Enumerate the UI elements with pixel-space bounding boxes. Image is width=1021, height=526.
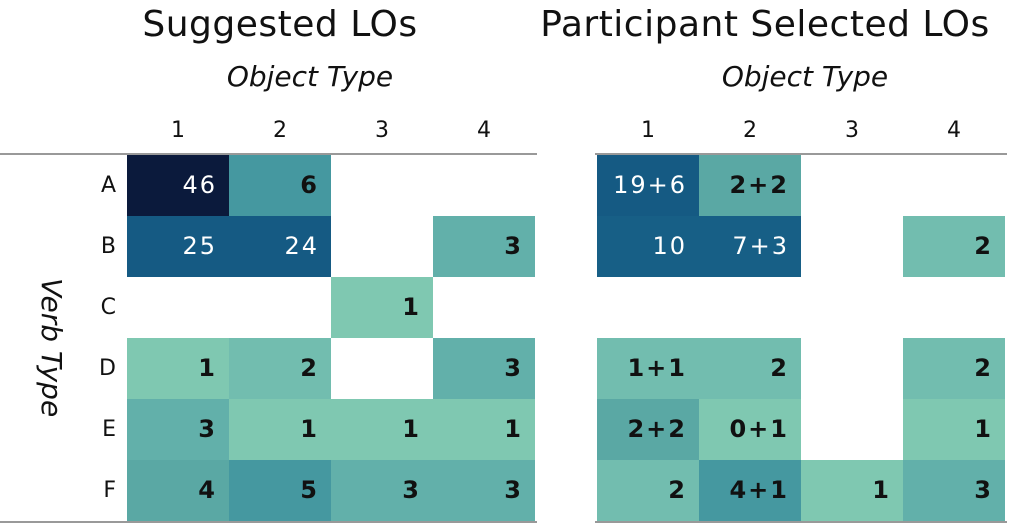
heatmap-cell: 2	[903, 338, 1005, 399]
heatmap-cell: 1	[903, 399, 1005, 460]
column-label: 2	[743, 118, 757, 143]
heatmap-cell: 2+2	[699, 155, 801, 216]
x-axis-title: Object Type	[226, 60, 394, 93]
heatmap-cell: 4	[127, 460, 229, 521]
row-label: B	[100, 234, 116, 259]
heatmap-cell: 6	[229, 155, 331, 216]
bottom-rule	[595, 521, 1007, 523]
heatmap-cell: 5	[229, 460, 331, 521]
heatmap-cell: 1+1	[597, 338, 699, 399]
heatmap-cell: 1	[331, 399, 433, 460]
row-label: E	[102, 417, 116, 442]
heatmap-cell: 3	[433, 460, 535, 521]
heatmap-cell: 3	[331, 460, 433, 521]
heatmap-cell: 2	[229, 338, 331, 399]
top-rule	[0, 153, 537, 155]
heatmap-cell: 1	[127, 338, 229, 399]
heatmap-cell: 3	[127, 399, 229, 460]
row-label: F	[103, 478, 116, 503]
heatmap-cell: 7+3	[699, 216, 801, 277]
bottom-rule	[0, 521, 537, 523]
column-label: 3	[845, 118, 859, 143]
row-label: D	[99, 356, 116, 381]
chart-title: Suggested LOs	[142, 4, 418, 45]
heatmap-cell: 46	[127, 155, 229, 216]
heatmap-cell: 25	[127, 216, 229, 277]
heatmap-cell: 2+2	[597, 399, 699, 460]
column-label: 4	[947, 118, 961, 143]
column-label: 3	[375, 118, 389, 143]
row-label: C	[100, 295, 116, 320]
column-label: 1	[171, 118, 185, 143]
heatmap-cell: 4+1	[699, 460, 801, 521]
heatmap-cell: 24	[229, 216, 331, 277]
heatmap-cell: 2	[699, 338, 801, 399]
column-label: 1	[641, 118, 655, 143]
heatmap-cell: 3	[433, 216, 535, 277]
heatmap-cell: 3	[903, 460, 1005, 521]
heatmap-cell: 19+6	[597, 155, 699, 216]
heatmap-cell: 3	[433, 338, 535, 399]
chart-title: Participant Selected LOs	[540, 4, 990, 45]
heatmap-cell: 10	[597, 216, 699, 277]
heatmap-cell: 1	[331, 277, 433, 338]
heatmap-cell: 2	[597, 460, 699, 521]
heatmap-cell: 2	[903, 216, 1005, 277]
heatmap-cell: 1	[801, 460, 903, 521]
heatmap-cell: 1	[433, 399, 535, 460]
heatmap-cell: 0+1	[699, 399, 801, 460]
row-label: A	[100, 173, 116, 198]
heatmap-cell: 1	[229, 399, 331, 460]
top-rule	[595, 153, 1007, 155]
y-axis-title: Verb Type	[35, 278, 68, 418]
x-axis-title: Object Type	[721, 60, 889, 93]
column-label: 2	[273, 118, 287, 143]
column-label: 4	[477, 118, 491, 143]
